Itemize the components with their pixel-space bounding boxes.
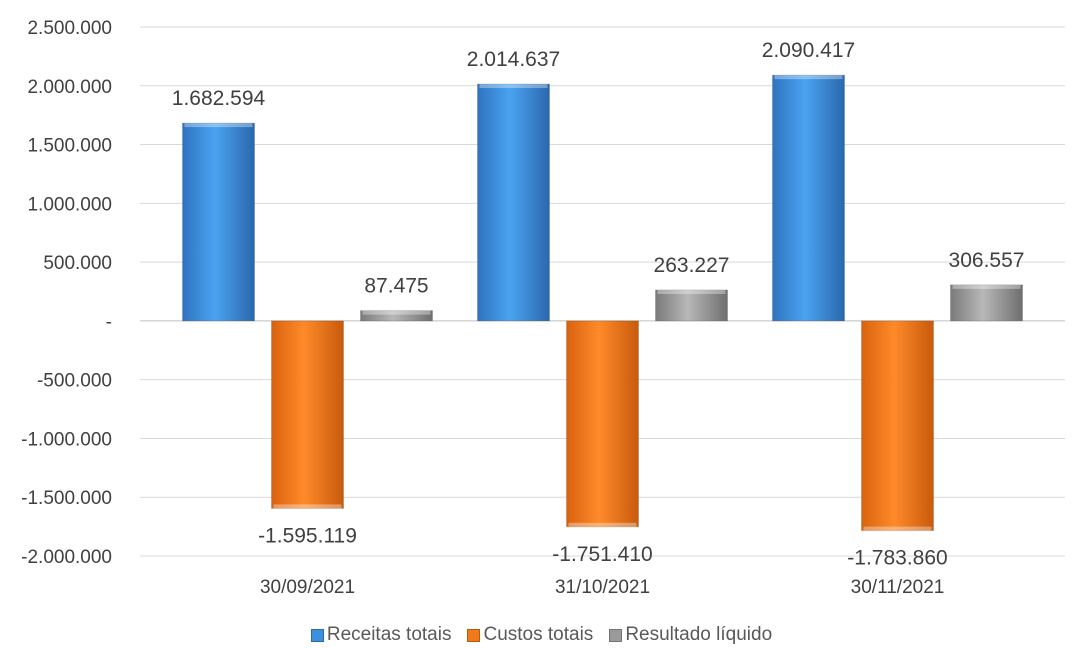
- bar-bevel: [952, 284, 1021, 289]
- bar-receitas-1[interactable]: [182, 122, 255, 322]
- legend-item-resultado[interactable]: Resultado líquido: [609, 624, 772, 646]
- legend-item-custos[interactable]: Custos totais: [467, 624, 593, 646]
- bar-bevel: [568, 522, 637, 527]
- y-tick-label: -2.000.000: [21, 547, 112, 568]
- chart: 2.500.000 2.000.000 1.500.000 1.000.000 500.…: [21, 18, 1065, 598]
- legend-swatch-resultado: [609, 628, 623, 642]
- data-label: 263.227: [654, 254, 730, 277]
- bar-resultado-2[interactable]: [655, 289, 728, 322]
- legend-label-receitas: Receitas totais: [326, 624, 452, 645]
- bar-custos-3[interactable]: [861, 320, 934, 532]
- bar-receitas-3[interactable]: [772, 74, 845, 322]
- bar-resultado-1[interactable]: [360, 310, 433, 322]
- bar-bevel: [479, 84, 548, 89]
- legend-label-resultado: Resultado líquido: [625, 624, 773, 645]
- bar-bevel: [863, 526, 932, 531]
- legend: Receitas totais Custos totais Resultado …: [0, 622, 1083, 648]
- bar-bevel: [657, 289, 726, 294]
- data-label: -1.783.860: [847, 547, 947, 570]
- data-labels: 1.682.594 -1.595.119 87.475 2.014.637 -1.751…: [172, 39, 1025, 569]
- y-tick-label: -1.000.000: [21, 429, 112, 450]
- data-label: 2.090.417: [762, 39, 855, 62]
- x-axis: 30/09/2021 31/10/2021 30/11/2021: [260, 577, 944, 598]
- y-tick-label: 2.000.000: [27, 77, 112, 98]
- bar-bevel: [362, 310, 431, 315]
- y-tick-label: -1.500.000: [21, 488, 112, 509]
- bar-bevel: [774, 75, 843, 80]
- bar-receitas-2[interactable]: [477, 83, 550, 322]
- legend-item-receitas[interactable]: Receitas totais: [310, 624, 452, 646]
- y-tick-label: 500.000: [43, 253, 112, 274]
- data-label: -1.595.119: [258, 524, 357, 547]
- y-axis: 2.500.000 2.000.000 1.500.000 1.000.000 500.…: [21, 18, 112, 568]
- x-tick-label: 31/10/2021: [555, 577, 650, 598]
- bar-custos-1[interactable]: [271, 320, 344, 509]
- data-label: 2.014.637: [467, 48, 560, 71]
- data-label: -1.751.410: [552, 543, 652, 566]
- bar-custos-2[interactable]: [566, 320, 639, 528]
- x-tick-label: 30/11/2021: [851, 577, 945, 598]
- y-tick-label: 2.500.000: [27, 18, 112, 39]
- legend-label-custos: Custos totais: [483, 624, 594, 645]
- y-tick-label: -500.000: [37, 371, 112, 392]
- y-tick-label: 1.500.000: [27, 136, 112, 157]
- data-label: 1.682.594: [172, 87, 266, 110]
- bars: [182, 74, 1023, 532]
- x-tick-label: 30/09/2021: [260, 577, 355, 598]
- bar-resultado-3[interactable]: [950, 284, 1023, 322]
- legend-swatch-custos: [467, 628, 481, 642]
- data-label: 87.475: [364, 275, 428, 298]
- y-tick-label: 1.000.000: [27, 194, 112, 215]
- y-tick-label: -: [106, 312, 112, 333]
- bar-bevel: [184, 123, 253, 128]
- legend-swatch-receitas: [310, 628, 324, 642]
- bar-bevel: [273, 504, 342, 509]
- data-label: 306.557: [949, 249, 1025, 272]
